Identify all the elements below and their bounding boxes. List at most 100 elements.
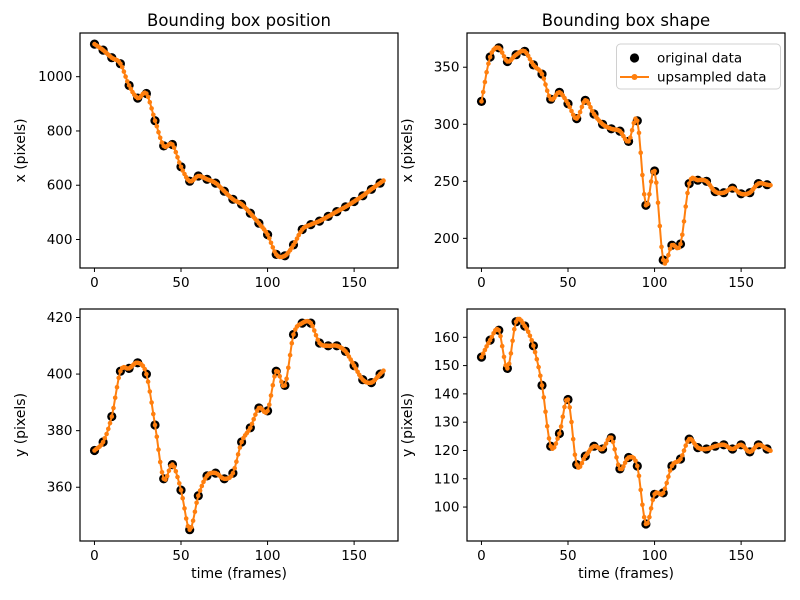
upsampled-data-point — [603, 441, 609, 446]
y-tick-label: 600 — [47, 178, 73, 194]
upsampled-data-point — [265, 232, 270, 237]
upsampled-data-point — [544, 423, 550, 429]
upsampled-data-point — [659, 244, 664, 250]
x-tick-label: 50 — [172, 275, 189, 291]
upsampled-data-point — [175, 155, 180, 160]
upsampled-data-point — [683, 204, 688, 209]
upsampled-data-point — [686, 181, 692, 186]
upsampled-data-point — [152, 422, 158, 428]
x-tick-label: 0 — [477, 548, 486, 564]
upsampled-data-point — [640, 502, 645, 508]
upsampled-data-point — [577, 109, 583, 115]
upsampled-data-point — [183, 516, 189, 521]
upsampled-data-point — [284, 376, 289, 382]
y-tick-label: 100 — [434, 500, 460, 516]
upsampled-data-point — [109, 414, 115, 419]
upsampled-data-point — [640, 172, 645, 178]
upsampled-data-point — [655, 200, 661, 205]
upsampled-data-point — [489, 334, 495, 340]
upsampled-data-point — [197, 488, 203, 493]
upsampled-data-point — [576, 114, 581, 119]
upsampled-data-point — [615, 462, 621, 468]
upsampled-data-point — [121, 69, 127, 74]
upsampled-data-point — [119, 64, 125, 70]
upsampled-data-point — [192, 509, 198, 515]
upsampled-data-point — [678, 241, 683, 247]
upsampled-data-point — [546, 436, 552, 441]
upsampled-data-point — [145, 94, 151, 100]
legend-box — [616, 43, 781, 90]
upsampled-data-point — [237, 445, 243, 450]
y-tick-label: 400 — [47, 367, 73, 383]
x-tick-label: 150 — [341, 548, 367, 564]
upsampled-data-point — [633, 458, 638, 464]
upsampled-data-point — [536, 364, 541, 370]
y-tick-label: 140 — [434, 386, 460, 402]
upsampled-data-point — [768, 182, 773, 188]
upsampled-data-point — [541, 395, 547, 400]
upsampled-data-point — [506, 361, 512, 367]
x-tick-label: 150 — [728, 275, 754, 291]
upsampled-data-point — [234, 459, 239, 465]
upsampled-data-point — [631, 120, 637, 126]
upsampled-data-point — [569, 419, 574, 425]
y-tick-label: 800 — [47, 123, 73, 139]
upsampled-data-point — [144, 371, 149, 377]
y-tick-label: 130 — [434, 415, 460, 431]
y-tick-label: 420 — [47, 310, 73, 326]
upsampled-data-point — [294, 236, 300, 241]
y-tick-label: 250 — [434, 174, 460, 190]
x-tick-label: 50 — [559, 548, 576, 564]
upsampled-data-point — [235, 452, 241, 457]
upsampled-data-point — [539, 71, 545, 77]
upsampled-data-point — [313, 333, 319, 338]
upsampled-data-point — [144, 91, 149, 96]
upsampled-data-point — [543, 82, 548, 87]
upsampled-data-point — [125, 79, 130, 84]
subplot-title-shape: Bounding box shape — [542, 11, 710, 30]
upsampled-data-point — [100, 439, 106, 445]
y-tick-label: 360 — [47, 480, 73, 496]
upsampled-data-point — [312, 328, 317, 333]
upsampled-data-point — [381, 178, 386, 183]
upsampled-data-point — [667, 468, 673, 473]
x-tick-label: 50 — [559, 275, 576, 291]
upsampled-data-point — [557, 431, 562, 436]
upsampled-data-point — [486, 61, 491, 66]
upsampled-line — [93, 320, 385, 531]
upsampled-data-point — [512, 326, 517, 332]
upsampled-data-point — [534, 356, 540, 362]
upsampled-data-point — [551, 445, 557, 450]
subplot-bbox-shape-y: 0 50 100 150 100 110 120 130 140 150 160 — [434, 308, 786, 564]
y-tick-label: 160 — [434, 330, 460, 346]
upsampled-data-point — [381, 368, 386, 374]
upsampled-data-point — [484, 69, 489, 75]
upsampled-data-point — [666, 474, 671, 479]
upsampled-data-point — [154, 123, 160, 129]
upsampled-data-point — [498, 333, 503, 339]
subplot-bbox-position-x: 0 50 100 150 400 600 800 1000 — [38, 32, 399, 291]
upsampled-data-point — [107, 420, 113, 426]
upsampled-data-point — [287, 352, 293, 358]
upsampled-data-point — [562, 404, 567, 410]
upsampled-data-point — [660, 257, 666, 263]
upsampled-data-point — [555, 436, 560, 441]
upsampled-data-point — [660, 490, 666, 496]
upsampled-data-point — [190, 518, 196, 523]
upsampled-data-point — [650, 497, 656, 503]
upsampled-data-point — [579, 104, 585, 110]
upsampled-data-point — [560, 414, 566, 420]
upsampled-data-point — [508, 351, 514, 356]
upsampled-data-point — [267, 402, 272, 408]
upsampled-data-point — [662, 486, 668, 492]
axes-frame — [466, 308, 786, 542]
upsampled-data-point — [482, 347, 488, 353]
upsampled-data-point — [270, 383, 276, 388]
y-tick-label: 1000 — [38, 69, 72, 85]
upsampled-data-point — [251, 416, 256, 422]
upsampled-data-point — [681, 448, 687, 453]
y-tick-label: 110 — [434, 471, 460, 487]
upsampled-data-point — [156, 129, 161, 135]
upsampled-data-point — [480, 351, 486, 356]
upsampled-data-point — [270, 245, 276, 250]
